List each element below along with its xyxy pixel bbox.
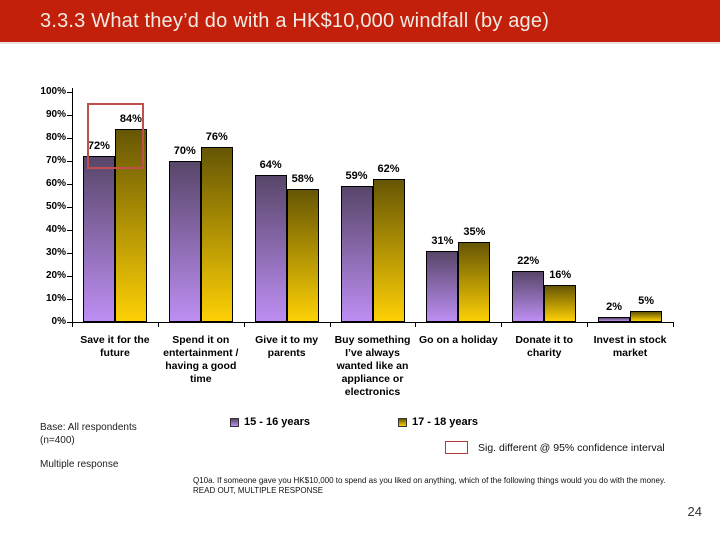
- y-tick-label: 20%: [45, 270, 66, 281]
- y-tick-label: 60%: [45, 178, 66, 189]
- value-label-17-18-years-group2: 76%: [205, 131, 228, 144]
- bar-15-16-years-group2: [168, 161, 201, 322]
- y-tick-label: 90%: [45, 109, 66, 120]
- value-label-15-16-years-group2: 70%: [173, 145, 196, 157]
- value-label-17-18-years-group5: 35%: [463, 225, 486, 238]
- slide-title-bar: 3.3.3 What they’d do with a HK$10,000 wi…: [0, 0, 720, 44]
- value-label-15-16-years-group6: 22%: [517, 255, 540, 268]
- x-axis-tick: [329, 322, 331, 327]
- question-line1: Q10a. If someone gave you HK$10,000 to s…: [193, 476, 666, 485]
- y-tick-label: 100%: [40, 86, 66, 97]
- value-label-15-16-years-group1: 72%: [87, 140, 110, 153]
- value-label-15-16-years-group4: 59%: [345, 170, 368, 183]
- y-axis-tick: [67, 115, 72, 116]
- bar-15-16-years-group7: [598, 317, 631, 322]
- y-tick-label: 0%: [51, 316, 66, 327]
- value-label-17-18-years-group4: 62%: [377, 163, 400, 176]
- legend-label-15-16-years: 15 - 16 years: [244, 416, 311, 428]
- legend-swatch-15-16-years-icon: [230, 417, 239, 427]
- legend-item-17-18-years: 17 - 18 years: [398, 416, 478, 428]
- bar-17-18-years-group4: [372, 179, 405, 322]
- question-line2: READ OUT, MULTIPLE RESPONSE: [193, 485, 324, 495]
- legend-label-17-18-years: 17 - 18 years: [412, 416, 479, 428]
- legend-item-15-16-years: 15 - 16 years: [230, 416, 310, 428]
- value-label-17-18-years-group3: 58%: [291, 172, 314, 185]
- y-axis-tick: [67, 322, 72, 323]
- category-label-2: Spend it on entertainment / having a goo…: [163, 334, 239, 385]
- y-tick-label: 40%: [45, 224, 66, 235]
- slide-title: 3.3.3 What they’d do with a HK$10,000 wi…: [40, 9, 550, 32]
- category-label-6: Donate it to charity: [515, 334, 574, 359]
- y-axis-tick: [67, 253, 72, 254]
- value-label-15-16-years-group7: 2%: [606, 301, 623, 314]
- y-axis-tick: [67, 92, 72, 93]
- sig-difference-box-icon: [445, 441, 468, 454]
- y-axis-tick: [67, 207, 72, 208]
- y-axis-tick: [67, 184, 72, 185]
- y-axis-line: [72, 88, 73, 323]
- highlight-box: [86, 102, 144, 170]
- x-axis-tick: [673, 322, 674, 327]
- legend-swatch-17-18-years-icon: [398, 417, 407, 427]
- y-tick-label: 80%: [45, 132, 66, 143]
- bar-17-18-years-group3: [286, 188, 319, 322]
- y-axis-tick: [67, 230, 72, 231]
- base-note-line1: Base: All respondents: [40, 422, 137, 433]
- y-tick-label: 10%: [45, 293, 66, 304]
- category-label-1: Save it for the future: [80, 334, 150, 359]
- y-axis-tick: [67, 299, 72, 300]
- sig-note: Sig. different @ 95% confidence interval: [445, 441, 665, 454]
- x-axis-tick: [243, 322, 245, 327]
- value-label-15-16-years-group5: 31%: [431, 234, 454, 247]
- question-note: Q10a. If someone gave you HK$10,000 to s…: [193, 476, 666, 495]
- x-axis-tick: [415, 322, 417, 327]
- x-axis-tick: [72, 322, 73, 327]
- bar-17-18-years-group5: [458, 241, 491, 322]
- value-label-17-18-years-group1: 84%: [119, 112, 142, 125]
- sig-note-label: Sig. different @ 95% confidence interval: [478, 441, 665, 454]
- value-label-17-18-years-group7: 5%: [638, 294, 655, 307]
- bar-17-18-years-group1: [114, 128, 147, 322]
- bar-15-16-years-group6: [512, 271, 545, 322]
- category-label-3: Give it to my parents: [255, 334, 319, 359]
- x-axis-line: [72, 322, 674, 323]
- value-label-15-16-years-group3: 64%: [259, 158, 282, 171]
- bar-15-16-years-group1: [82, 156, 115, 322]
- x-axis-tick: [587, 322, 589, 327]
- bar-17-18-years-group2: [200, 147, 233, 322]
- bar-15-16-years-group3: [254, 174, 287, 322]
- category-label-5: Go on a holiday: [418, 334, 498, 346]
- bar-17-18-years-group6: [544, 285, 577, 322]
- base-note: Base: All respondents (n=400): [40, 422, 137, 447]
- bar-17-18-years-group7: [630, 310, 663, 322]
- category-label-4: Buy something I’ve always wanted like an…: [334, 334, 411, 398]
- value-label-17-18-years-group6: 16%: [549, 269, 572, 282]
- x-axis-tick: [501, 322, 503, 327]
- base-note-line2: (n=400): [40, 434, 75, 446]
- y-tick-label: 50%: [45, 201, 66, 212]
- y-axis-tick: [67, 138, 72, 139]
- bar-15-16-years-group5: [426, 250, 459, 322]
- page-number: 24: [687, 504, 702, 519]
- bar-15-16-years-group4: [340, 186, 373, 322]
- category-label-7: Invest in stock market: [593, 334, 667, 359]
- y-tick-label: 30%: [45, 247, 66, 258]
- y-axis-tick: [67, 276, 72, 277]
- x-axis-tick: [157, 322, 159, 327]
- multiple-response-note: Multiple response: [40, 459, 119, 470]
- y-tick-label: 70%: [45, 155, 66, 166]
- y-axis-tick: [67, 161, 72, 162]
